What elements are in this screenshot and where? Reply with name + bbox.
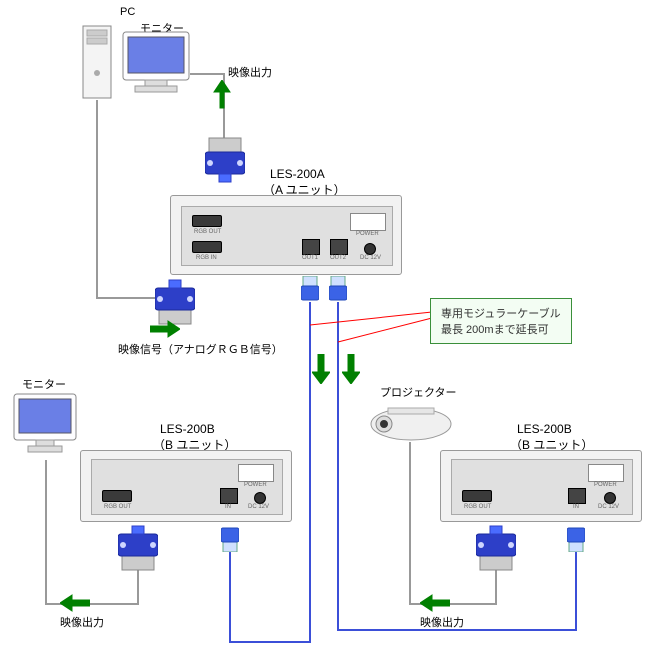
pc-drawing — [75, 18, 205, 108]
arrow-blue-1 — [312, 354, 330, 384]
rj-plug-a1 — [301, 276, 319, 304]
unit-b1-box: RGB OUT IN POWER DC 12V — [80, 450, 292, 522]
unit-a-model: LES-200A — [270, 167, 325, 181]
port-rgb-in-a: RGB IN — [196, 255, 217, 261]
arrow-br — [420, 594, 450, 614]
vga-plug-br — [476, 524, 516, 574]
rj-plug-bl — [221, 524, 239, 552]
video-out-bl: 映像出力 — [60, 614, 104, 630]
rgb-out-b1: RGB OUT — [104, 504, 131, 510]
unit-b1-model: LES-200B — [160, 422, 215, 436]
in-b2: IN — [573, 504, 579, 510]
power-b1: POWER — [244, 482, 267, 488]
rj-plug-br — [567, 524, 585, 552]
in-b1: IN — [225, 504, 231, 510]
rj-plug-a2 — [329, 276, 347, 304]
video-out-top-label: 映像出力 — [228, 64, 272, 80]
pc-label: PC — [120, 6, 135, 18]
monitor2-drawing — [10, 390, 82, 462]
video-out-br: 映像出力 — [420, 614, 464, 630]
unit-a-box: RGB OUT RGB IN OUT1 OUT2 POWER DC 12V — [170, 195, 402, 275]
port-rgb-out-a: RGB OUT — [194, 229, 221, 235]
unit-b2-model: LES-200B — [517, 422, 572, 436]
rgb-out-b2: RGB OUT — [464, 504, 491, 510]
note-box: 専用モジュラーケーブル 最長 200mまで延長可 — [430, 298, 572, 344]
cable-pc-tower-down — [97, 100, 162, 298]
power-a: POWER — [356, 231, 379, 237]
port-out2: OUT2 — [330, 255, 346, 261]
arrow-bl — [60, 594, 90, 614]
arrow-analog — [150, 320, 180, 340]
dc-b2: DC 12V — [598, 504, 619, 510]
unit-b2-box: RGB OUT IN POWER DC 12V — [440, 450, 642, 522]
projector-drawing — [368, 398, 454, 446]
callout-2 — [338, 318, 432, 342]
port-out1: OUT1 — [302, 255, 318, 261]
dc-b1: DC 12V — [248, 504, 269, 510]
analog-signal-label: 映像信号（アナログＲＧＢ信号） — [118, 341, 283, 357]
arrow-top — [212, 80, 232, 110]
dc-a: DC 12V — [360, 255, 381, 261]
note-l1: 専用モジュラーケーブル — [441, 305, 561, 321]
vga-plug-top — [205, 134, 245, 184]
vga-plug-bl — [118, 524, 158, 574]
power-b2: POWER — [594, 482, 617, 488]
note-l2: 最長 200mまで延長可 — [441, 321, 561, 337]
arrow-blue-2 — [342, 354, 360, 384]
